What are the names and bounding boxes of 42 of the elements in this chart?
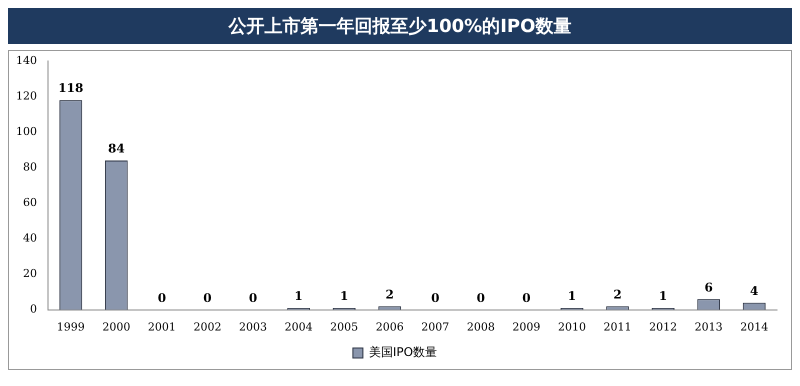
y-tick-label: 40 [22,232,37,245]
x-tick-label: 2006 [376,320,404,334]
x-tick-label: 2007 [421,320,450,334]
x-tick-label: 2010 [558,320,586,334]
data-label: 1 [568,289,576,304]
data-label: 1 [294,289,303,304]
data-label: 0 [522,290,531,305]
data-label: 2 [386,287,394,302]
data-label: 4 [750,284,758,298]
y-tick-label: 0 [30,302,37,316]
y-tick-label: 60 [22,196,37,210]
data-label: 2 [613,287,622,302]
data-label: 1 [658,289,668,304]
y-tick-label: 120 [16,89,37,102]
x-tick-label: 2000 [102,320,130,334]
chart-title: 公开上市第一年回报至少100%的IPO数量 [8,8,792,44]
data-label: 118 [58,81,84,96]
x-tick-label: 2005 [330,320,358,334]
x-tick-label: 2013 [694,320,723,334]
data-label: 0 [248,290,258,305]
data-label: 0 [158,290,166,305]
data-label: 1 [340,289,348,304]
y-tick-label: 100 [16,124,37,138]
data-label: 0 [476,290,486,305]
x-tick-label: 2001 [148,320,176,334]
x-tick-label: 2011 [604,320,632,334]
x-tick-label: 2009 [512,320,540,334]
x-tick-label: 2012 [649,320,678,334]
x-tick-label: 2008 [466,320,495,334]
x-tick-label: 2014 [740,320,768,334]
x-tick-label: 2002 [193,320,222,334]
x-tick-label: 2004 [284,320,313,334]
y-tick-label: 20 [22,267,37,280]
data-label: 84 [108,142,125,156]
y-tick-label: 140 [16,54,37,67]
data-label: 6 [704,280,713,294]
data-label: 0 [203,290,212,305]
x-tick-label: 2003 [239,320,268,334]
legend-label: 美国IPO数量 [368,345,438,360]
y-tick-label: 80 [22,160,37,174]
data-label: 0 [431,290,440,305]
x-tick-label: 1999 [56,320,85,334]
